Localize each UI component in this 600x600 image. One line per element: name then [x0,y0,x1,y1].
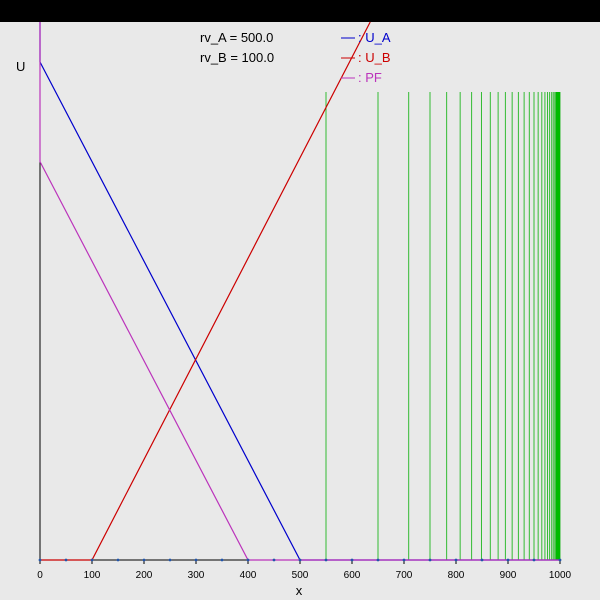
legend-label-u-b: : U_B [358,50,391,65]
x-tick-label-2: 200 [136,570,153,581]
x-axis-marker [506,558,510,562]
x-axis-marker [168,558,172,562]
x-tick-label-1: 100 [84,570,101,581]
x-axis-marker [350,558,354,562]
x-axis-marker [116,558,120,562]
x-axis-marker [324,558,328,562]
top-bar [0,0,600,22]
x-axis-marker [272,558,276,562]
x-ticks-group: 0 100 200 300 400 500 600 700 800 900 1000 [37,558,572,581]
x-axis-marker [298,558,302,562]
vertical-lines-dense-fill [555,92,560,560]
x-tick-label-4: 400 [240,570,257,581]
x-axis-marker [376,558,380,562]
x-axis-marker [558,558,562,562]
x-axis-marker [480,558,484,562]
x-tick-label-8: 800 [448,570,465,581]
series-line-u-a [39,22,560,561]
legend-label-u-a: : U_A [358,30,391,45]
x-axis-marker [246,558,250,562]
series-line-u-b [40,21,371,561]
x-axis-marker [220,558,224,562]
x-axis-marker [142,558,146,562]
vertical-lines-group [325,92,561,560]
param-rv-b: rv_B = 100.0 [200,50,274,65]
legend: : U_A : U_B : PF [341,30,391,85]
x-axis-marker [194,558,198,562]
x-axis-marker [402,558,406,562]
series-group [39,21,560,561]
y-axis-label: U [16,59,25,74]
x-tick-label-5: 500 [292,570,309,581]
x-tick-label-10: 1000 [549,570,572,581]
x-tick-label-0: 0 [37,570,43,581]
x-axis-marker [532,558,536,562]
series-line-pf [39,22,560,561]
x-axis-label: x [296,583,303,598]
x-tick-label-9: 900 [500,570,517,581]
x-axis-marker [38,558,42,562]
x-axis-marker [428,558,432,562]
x-axis-marker [64,558,68,562]
x-tick-label-6: 600 [344,570,361,581]
legend-label-pf: : PF [358,70,382,85]
x-axis-marker [90,558,94,562]
x-tick-label-3: 300 [188,570,205,581]
x-tick-label-7: 700 [396,570,413,581]
x-axis-marker [454,558,458,562]
param-rv-a: rv_A = 500.0 [200,30,273,45]
